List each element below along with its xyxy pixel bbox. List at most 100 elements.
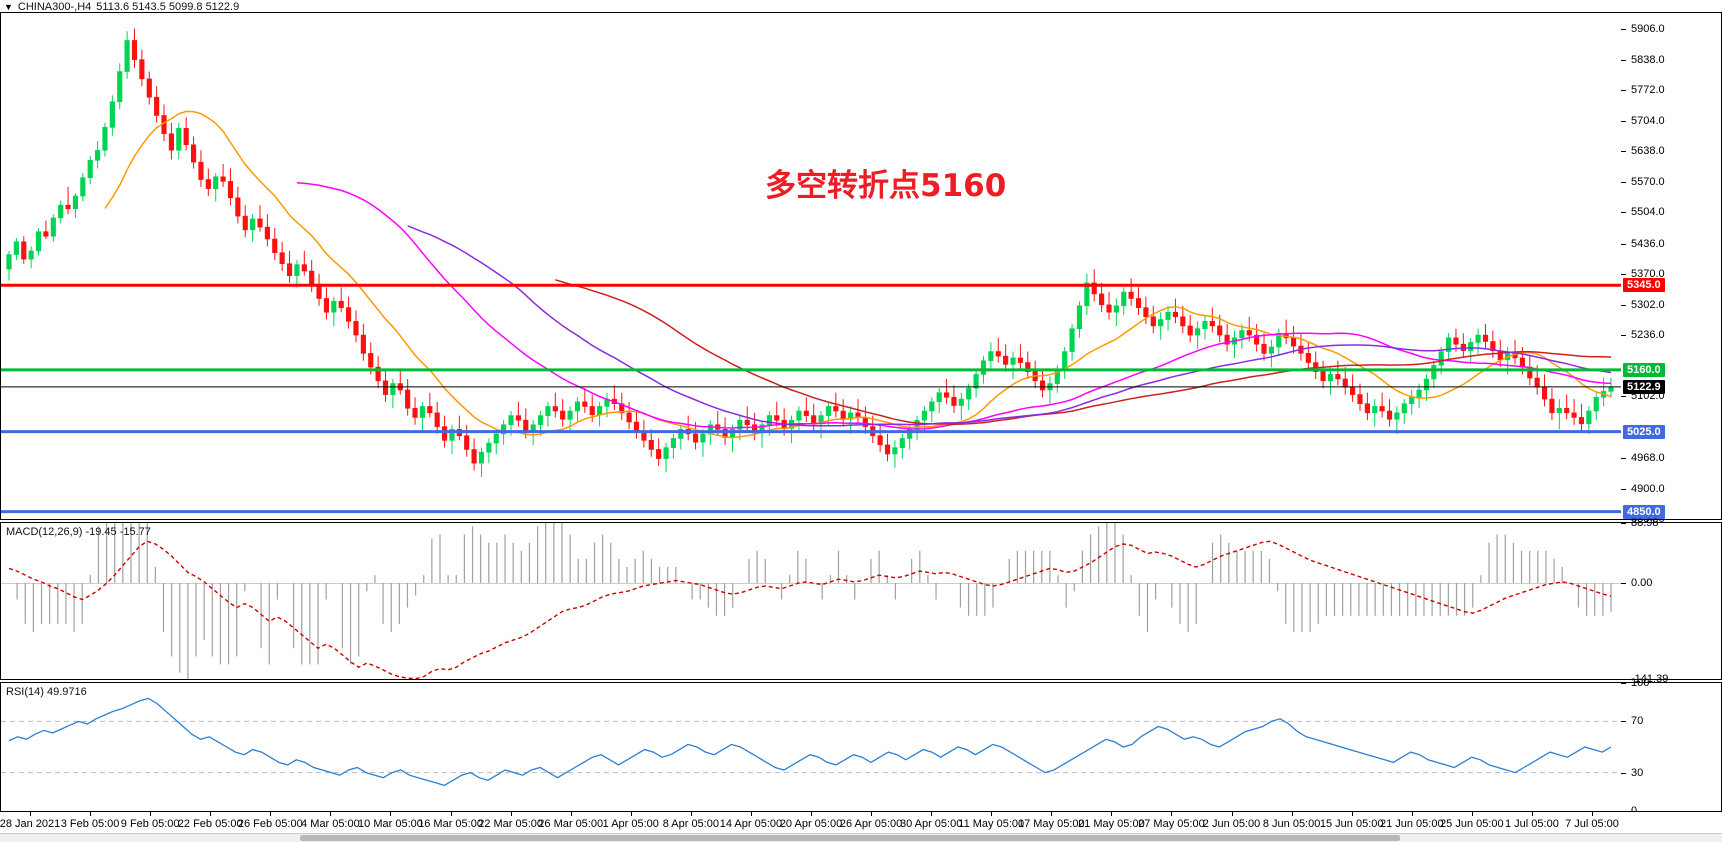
price-tick: 5638.0: [1621, 145, 1665, 157]
rsi-plot-area[interactable]: [1, 683, 1721, 811]
price-candles-svg: [1, 28, 1623, 514]
price-tick: 5570.0: [1621, 176, 1665, 188]
price-tick: 5302.0: [1621, 299, 1665, 311]
time-tick-mark: [1592, 812, 1593, 816]
rsi-title: RSI(14) 49.9716: [6, 686, 87, 698]
time-tick-mark: [1471, 812, 1473, 816]
time-tick-label: 10 Mar 05:00: [358, 818, 423, 830]
time-tick-label: 14 Apr 05:00: [719, 818, 783, 830]
time-tick-mark: [570, 812, 572, 816]
time-tick-mark: [150, 812, 152, 816]
time-tick-mark: [330, 812, 332, 816]
time-tick-label: 22 Feb 05:00: [177, 818, 243, 830]
time-tick-mark: [1411, 812, 1413, 816]
time-tick-label: 1 Apr 05:00: [602, 818, 659, 830]
time-tick-label: 21 May 05:00: [1078, 818, 1145, 830]
rsi-tick: 0: [1621, 805, 1637, 817]
price-level-label-last-price[interactable]: 5122.9: [1623, 379, 1665, 394]
price-y-axis[interactable]: 5906.0 5838.0 5772.0 5704.0 5638.0 5570.0 5504…: [1621, 13, 1721, 525]
collapse-caret-icon[interactable]: ▼: [4, 1, 13, 12]
chart-annotation-text: 多空转折点5160: [765, 168, 1007, 204]
time-tick-mark: [750, 812, 752, 816]
price-tick: 5704.0: [1621, 115, 1665, 127]
time-tick-mark: [1051, 812, 1053, 816]
time-tick-label: 26 Apr 05:00: [839, 818, 903, 830]
price-tick: 5772.0: [1621, 84, 1665, 96]
price-tick: 5370.0: [1621, 268, 1665, 280]
time-tick-mark: [811, 812, 812, 816]
time-tick-label: 21 Jun 05:00: [1379, 818, 1444, 830]
time-tick-mark: [931, 812, 933, 816]
time-tick-label: 1 Jul 05:00: [1505, 818, 1559, 830]
price-tick: 4900.0: [1621, 483, 1665, 495]
macd-svg: [1, 523, 1623, 679]
rsi-tick: 30: [1621, 767, 1643, 779]
time-tick-label: 9 Feb 05:00: [120, 818, 180, 830]
time-axis[interactable]: 28 Jan 2021 3 Feb 05:00 9 Feb 05:00 22 Feb …: [0, 812, 1722, 834]
ohlc-values: 5113.6 5143.5 5099.8 5122.9: [96, 1, 240, 13]
price-tick: 5436.0: [1621, 238, 1665, 250]
price-tick: 5838.0: [1621, 54, 1665, 66]
symbol-label: CHINA300-,H4: [17, 1, 92, 13]
time-tick-label: 16 Mar 05:00: [418, 818, 483, 830]
macd-title: MACD(12,26,9) -19.45 -15.77: [6, 526, 151, 538]
rsi-tick: 100: [1621, 677, 1649, 689]
time-tick-mark: [390, 812, 392, 816]
time-tick-mark: [630, 812, 632, 816]
rsi-pane[interactable]: RSI(14) 49.9716 100 70 30 0: [0, 677, 1722, 817]
time-tick-mark: [1231, 812, 1233, 816]
time-tick-label: 11 May 05:00: [958, 818, 1025, 830]
time-tick-mark: [1171, 812, 1173, 816]
price-level-label-support-2[interactable]: 4850.0: [1623, 504, 1665, 519]
rsi-tick: 70: [1621, 715, 1643, 727]
macd-plot-area[interactable]: [1, 523, 1721, 679]
time-tick-mark: [871, 812, 873, 816]
time-tick-mark: [1531, 812, 1533, 816]
price-level-label-support-1[interactable]: 5025.0: [1623, 424, 1665, 439]
time-tick-mark: [510, 812, 512, 816]
time-tick-label: 25 Jun 05:00: [1440, 818, 1504, 830]
time-tick-label: 3 Feb 05:00: [60, 818, 120, 830]
scrollbar-thumb[interactable]: [300, 835, 1400, 841]
price-tick: 5504.0: [1621, 206, 1665, 218]
time-tick-mark: [210, 812, 212, 816]
time-tick-mark: [1111, 812, 1113, 816]
horizontal-scrollbar[interactable]: [0, 833, 1722, 842]
price-plot-area[interactable]: [1, 13, 1721, 519]
time-tick-label: 17 May 05:00: [1017, 818, 1085, 830]
price-pane[interactable]: 5906.0 5838.0 5772.0 5704.0 5638.0 5570.0 5504…: [0, 12, 1722, 525]
macd-pane[interactable]: MACD(12,26,9) -19.45 -15.77 88.98 0.00 -14…: [0, 517, 1722, 685]
time-tick-mark: [1351, 812, 1353, 816]
time-tick-label: 7 Jul 05:00: [1565, 818, 1619, 830]
time-tick-label: 8 Apr 05:00: [662, 818, 719, 830]
time-tick-label: 30 Apr 05:00: [899, 818, 963, 830]
time-tick-label: 26 Feb 05:00: [237, 818, 303, 830]
chart-header: ▼ CHINA300-,H4 5113.6 5143.5 5099.8 5122…: [0, 0, 239, 14]
time-tick-label: 8 Jun 05:00: [1262, 818, 1321, 830]
rsi-y-axis[interactable]: 100 70 30 0: [1621, 677, 1721, 817]
time-tick-label: 26 Mar 05:00: [538, 818, 604, 830]
macd-tick: 88.98: [1621, 517, 1659, 529]
time-tick-mark: [30, 812, 31, 816]
price-tick: 4968.0: [1621, 452, 1665, 464]
time-tick-mark: [270, 812, 272, 816]
time-tick-mark: [991, 812, 993, 816]
time-tick-label: 22 Mar 05:00: [478, 818, 544, 830]
price-tick: 5236.0: [1621, 329, 1665, 341]
time-tick-mark: [90, 812, 92, 816]
time-tick-mark: [450, 812, 452, 816]
time-tick-mark: [1291, 812, 1293, 816]
time-tick-mark: [690, 812, 692, 816]
rsi-svg: [1, 697, 1623, 787]
time-tick-label: 4 Mar 05:00: [301, 818, 360, 830]
time-tick-label: 28 Jan 2021: [0, 818, 61, 830]
price-level-label-pivot[interactable]: 5160.0: [1623, 362, 1665, 377]
price-tick: 5906.0: [1621, 23, 1665, 35]
time-tick-label: 27 May 05:00: [1138, 818, 1205, 830]
time-tick-label: 15 Jun 05:00: [1319, 818, 1384, 830]
time-tick-label: 2 Jun 05:00: [1202, 818, 1261, 830]
macd-tick: 0.00: [1621, 577, 1652, 589]
price-level-label-resistance[interactable]: 5345.0: [1623, 278, 1665, 293]
macd-y-axis[interactable]: 88.98 0.00 -141.39: [1621, 517, 1721, 685]
